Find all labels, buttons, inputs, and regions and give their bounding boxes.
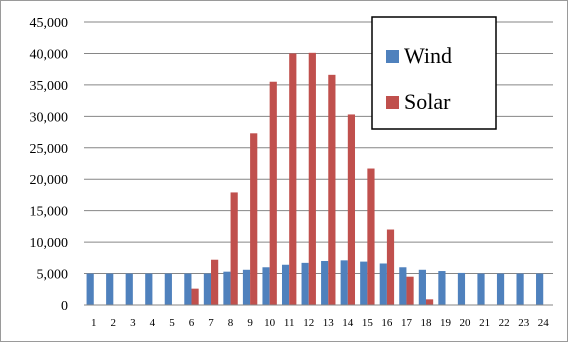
x-tick-label: 3 <box>130 317 136 329</box>
legend-box <box>371 16 497 130</box>
bar-wind-16 <box>379 263 387 305</box>
legend: Wind Solar <box>371 16 497 130</box>
legend-swatch-solar <box>386 96 399 109</box>
bar-wind-12 <box>301 262 309 305</box>
bar-solar-14 <box>347 114 356 305</box>
bar-wind-2 <box>106 273 114 305</box>
x-tick-label: 24 <box>538 317 550 329</box>
bar-solar-16 <box>386 229 395 305</box>
x-tick-label: 7 <box>208 317 214 329</box>
bar-solar-13 <box>328 74 336 305</box>
bar-wind-15 <box>360 261 368 305</box>
bar-wind-21 <box>477 273 485 305</box>
bar-solar-18 <box>425 299 434 305</box>
y-tick-label: 35,000 <box>30 79 69 94</box>
bar-wind-7 <box>203 273 212 305</box>
y-tick-label: 15,000 <box>30 205 69 220</box>
bar-wind-17 <box>399 267 407 305</box>
bar-wind-5 <box>164 273 172 305</box>
bar-solar-8 <box>230 192 238 305</box>
x-tick-label: 1 <box>91 317 97 329</box>
y-tick-label: 10,000 <box>30 236 69 251</box>
bar-wind-11 <box>281 264 290 305</box>
bar-wind-19 <box>438 271 446 305</box>
x-tick-label: 20 <box>460 317 472 329</box>
legend-label-solar: Solar <box>404 89 451 114</box>
y-tick-label: 0 <box>61 299 68 314</box>
bar-wind-22 <box>496 273 505 305</box>
y-tick-label: 5,000 <box>37 268 69 283</box>
bar-solar-11 <box>289 53 297 305</box>
bars <box>86 52 544 306</box>
x-tick-label: 4 <box>150 317 156 329</box>
x-tick-label: 5 <box>169 317 175 329</box>
x-tick-label: 23 <box>518 317 530 329</box>
y-tick-label: 30,000 <box>30 110 69 125</box>
x-tick-label: 8 <box>228 317 234 329</box>
y-tick-label: 20,000 <box>30 173 69 188</box>
bar-wind-23 <box>516 273 524 305</box>
bar-wind-18 <box>418 269 426 305</box>
bar-solar-6 <box>191 288 199 305</box>
bar-solar-7 <box>211 259 219 305</box>
x-tick-label: 15 <box>362 317 374 329</box>
x-axis-tick-labels: 1 2 3 4 5 6 7 8 9 10 11 12 13 14 15 16 17 18 19 20 21 22 23 24 <box>91 317 549 329</box>
bar-wind-6 <box>184 273 192 305</box>
x-tick-label: 16 <box>381 317 393 329</box>
x-tick-label: 2 <box>111 317 117 329</box>
bar-wind-1 <box>86 273 94 305</box>
x-tick-label: 6 <box>189 317 195 329</box>
bar-wind-20 <box>457 272 466 305</box>
x-tick-label: 19 <box>440 317 452 329</box>
legend-label-wind: Wind <box>404 43 452 68</box>
y-tick-label: 40,000 <box>30 47 69 62</box>
x-tick-label: 9 <box>247 317 253 329</box>
bar-wind-10 <box>262 267 270 305</box>
x-tick-label: 22 <box>499 317 510 329</box>
bar-solar-15 <box>367 168 375 305</box>
x-tick-label: 12 <box>303 317 314 329</box>
bar-wind-24 <box>536 273 544 305</box>
bar-solar-17 <box>406 276 414 305</box>
x-tick-label: 18 <box>420 317 432 329</box>
x-tick-label: 11 <box>284 317 295 329</box>
bar-solar-12 <box>308 52 316 305</box>
bar-solar-10 <box>269 81 277 306</box>
bar-wind-9 <box>242 269 251 305</box>
bar-wind-8 <box>223 271 231 305</box>
x-tick-label: 10 <box>264 317 276 329</box>
x-tick-label: 17 <box>401 317 413 329</box>
y-tick-label: 45,000 <box>30 16 69 31</box>
legend-swatch-wind <box>386 50 399 63</box>
bar-wind-3 <box>125 273 133 305</box>
x-tick-label: 21 <box>479 317 490 329</box>
bar-wind-14 <box>340 260 348 305</box>
y-axis-tick-labels: 0 5,000 10,000 15,000 20,000 25,000 30,000 35,0… <box>30 16 69 314</box>
bar-wind-13 <box>321 260 329 305</box>
bar-solar-9 <box>250 133 258 305</box>
x-tick-label: 14 <box>342 317 354 329</box>
y-tick-label: 25,000 <box>30 142 69 157</box>
bar-wind-4 <box>145 273 153 305</box>
x-tick-label: 13 <box>323 317 335 329</box>
